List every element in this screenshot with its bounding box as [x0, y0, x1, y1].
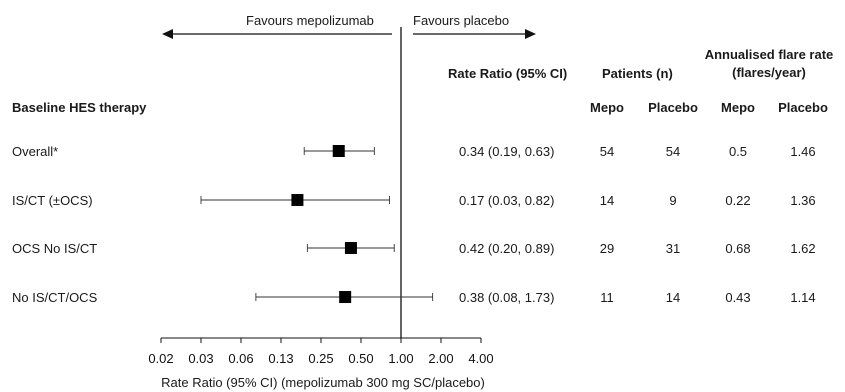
x-tick-label: 0.13 — [268, 351, 293, 366]
x-tick-label: 4.00 — [468, 351, 493, 366]
row-rate-placebo: 1.14 — [790, 290, 816, 305]
row-patients-placebo: 14 — [665, 290, 681, 305]
row-rate-placebo: 1.46 — [790, 144, 816, 159]
arrow-right-head — [525, 29, 536, 39]
row-rate-mepo: 0.22 — [725, 193, 751, 208]
row-ci-text: 0.38 (0.08, 1.73) — [459, 290, 555, 305]
row-patients-placebo: 31 — [665, 241, 681, 256]
row-rate-mepo: 0.43 — [725, 290, 751, 305]
favours-placebo-label: Favours placebo — [413, 13, 510, 28]
x-tick-label: 0.25 — [308, 351, 333, 366]
row-patients-mepo: 29 — [599, 241, 615, 256]
flare-rate-header: Annualised flare rate (flares/year) — [694, 47, 844, 80]
subgroup-header: Baseline HES therapy — [12, 100, 147, 115]
point-estimate-marker — [291, 194, 304, 206]
flare-rate-header-line2: (flares/year) — [732, 65, 806, 80]
patients-header: Patients (n) — [602, 66, 673, 81]
row-patients-mepo: 11 — [600, 290, 614, 305]
x-tick-label: 0.02 — [148, 351, 173, 366]
row-rate-placebo: 1.62 — [790, 241, 816, 256]
patients-mepo-header: Mepo — [590, 100, 624, 115]
x-tick-label: 0.50 — [348, 351, 373, 366]
row-rate-placebo: 1.36 — [790, 193, 816, 208]
x-tick-label: 1.00 — [388, 351, 413, 366]
row-patients-mepo: 54 — [599, 144, 615, 159]
rate-ratio-header: Rate Ratio (95% CI) — [448, 66, 568, 81]
flare-rate-header-line1: Annualised flare rate — [704, 47, 834, 62]
row-ci-text: 0.34 (0.19, 0.63) — [459, 144, 555, 159]
row-patients-placebo: 9 — [669, 193, 677, 208]
x-tick-label: 0.03 — [188, 351, 213, 366]
row-label-ocs-no-is-ct: OCS No IS/CT — [12, 241, 98, 256]
row-rate-mepo: 0.68 — [725, 241, 751, 256]
x-tick-label: 0.06 — [228, 351, 253, 366]
point-estimate-marker — [332, 145, 345, 157]
patients-placebo-header: Placebo — [648, 100, 698, 115]
row-label-overall: Overall* — [12, 144, 59, 159]
row-label-no-is-ct-ocs: No IS/CT/OCS — [12, 290, 98, 305]
row-rate-mepo: 0.5 — [728, 144, 748, 159]
rate-mepo-header: Mepo — [721, 100, 755, 115]
row-patients-mepo: 14 — [599, 193, 615, 208]
favours-mepolizumab-label: Favours mepolizumab — [246, 13, 374, 28]
row-label-is-ct: IS/CT (±OCS) — [12, 193, 93, 208]
x-axis-title: Rate Ratio (95% CI) (mepolizumab 300 mg … — [161, 375, 485, 390]
row-ci-text: 0.17 (0.03, 0.82) — [459, 193, 555, 208]
row-patients-placebo: 54 — [665, 144, 681, 159]
arrow-left-head — [162, 29, 173, 39]
row-ci-text: 0.42 (0.20, 0.89) — [459, 241, 555, 256]
point-estimate-marker — [344, 242, 357, 254]
point-estimate-marker — [339, 291, 352, 303]
rate-placebo-header: Placebo — [778, 100, 828, 115]
x-tick-label: 2.00 — [428, 351, 453, 366]
